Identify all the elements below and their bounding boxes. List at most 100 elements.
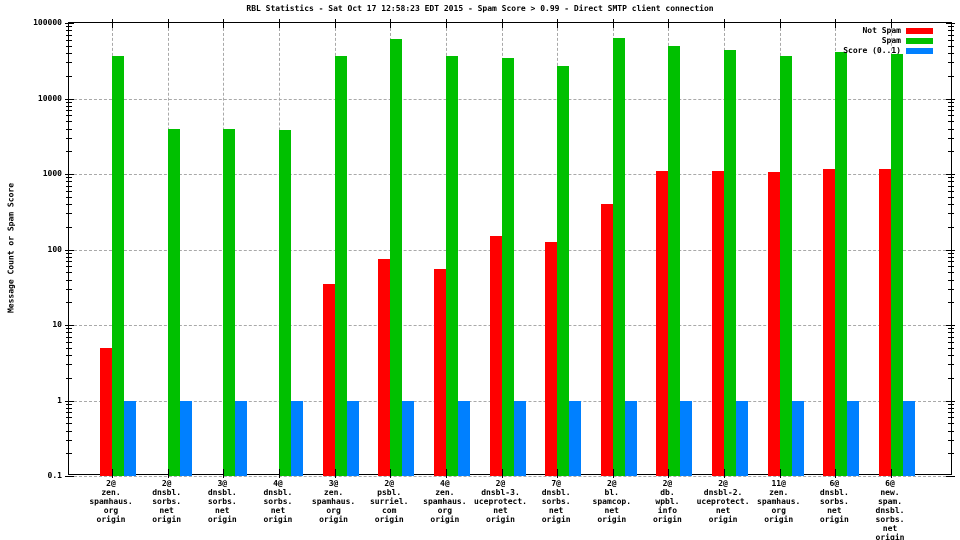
x-tick-label-line: origin bbox=[430, 515, 460, 524]
bar-not-spam bbox=[823, 169, 836, 476]
x-tick-label: 4@ zen. spamhaus. org origin bbox=[423, 479, 466, 524]
x-tick-label-line: spamcop. bbox=[592, 497, 632, 506]
y-minor-tick-mark bbox=[948, 39, 954, 41]
x-tick-mark bbox=[223, 469, 225, 478]
x-tick-label-line: sorbs. bbox=[207, 497, 237, 506]
x-tick-label-line: wpbl. bbox=[655, 497, 680, 506]
x-tick-label: 2@ psbl. surriel. com origin bbox=[370, 479, 409, 524]
y-minor-tick-mark bbox=[66, 355, 72, 357]
y-minor-tick-mark bbox=[66, 101, 72, 103]
y-minor-tick-mark bbox=[948, 288, 954, 290]
x-tick-label-line: origin bbox=[207, 515, 237, 524]
bar-spam bbox=[334, 55, 347, 476]
y-minor-tick-mark bbox=[948, 196, 954, 198]
x-tick-label: 2@ db. wpbl. info origin bbox=[653, 479, 682, 524]
y-minor-tick-mark bbox=[66, 151, 72, 153]
x-tick-label-line: net bbox=[493, 506, 508, 515]
x-tick-label-line: dnsbl. bbox=[875, 506, 905, 515]
y-minor-tick-mark bbox=[66, 364, 72, 366]
bar-spam bbox=[223, 128, 236, 476]
bar-not-spam bbox=[489, 236, 502, 476]
y-minor-tick-mark bbox=[948, 261, 954, 263]
x-tick-label-line: spam. bbox=[877, 497, 903, 506]
x-tick-label: 6@ new. spam. dnsbl. sorbs. net origin bbox=[876, 479, 905, 540]
y-minor-tick-mark bbox=[948, 423, 954, 425]
bar-spam bbox=[390, 38, 403, 476]
x-tick-label-line: origin bbox=[541, 515, 571, 524]
x-tick-label-line: origin bbox=[319, 515, 349, 524]
y-minor-tick-mark bbox=[948, 105, 954, 107]
y-tick-mark bbox=[65, 325, 74, 326]
y-minor-tick-mark bbox=[66, 328, 72, 330]
x-tick-mark bbox=[891, 19, 892, 28]
y-minor-tick-mark bbox=[948, 30, 954, 32]
y-minor-tick-mark bbox=[948, 341, 954, 343]
bar-not-spam bbox=[712, 170, 725, 476]
y-minor-tick-mark bbox=[66, 439, 72, 441]
x-tick-mark bbox=[724, 469, 726, 478]
x-tick-label-line: net bbox=[827, 506, 842, 515]
x-tick-label: 6@ dnsbl. sorbs. net origin bbox=[820, 479, 849, 524]
x-tick-label-line: origin bbox=[263, 515, 293, 524]
x-tick-mark bbox=[557, 469, 559, 478]
y-minor-tick-mark bbox=[948, 403, 954, 405]
y-tick-mark bbox=[946, 23, 955, 24]
y-minor-tick-mark bbox=[948, 272, 954, 274]
y-minor-tick-mark bbox=[66, 53, 72, 55]
x-tick-label-line: 7@ bbox=[551, 479, 561, 488]
bar-not-spam bbox=[378, 258, 391, 476]
x-tick-label-line: 11@ bbox=[771, 479, 786, 488]
bar-score-0-1 bbox=[680, 400, 693, 476]
bar-score-0-1 bbox=[124, 400, 136, 476]
y-minor-tick-mark bbox=[948, 407, 954, 409]
legend-swatch bbox=[906, 28, 933, 34]
x-tick-mark bbox=[112, 469, 113, 478]
y-tick-mark bbox=[65, 23, 74, 24]
x-tick-label-line: 3@ bbox=[328, 479, 339, 488]
bar-spam bbox=[167, 129, 180, 476]
bar-score-0-1 bbox=[179, 400, 192, 476]
bar-not-spam bbox=[600, 204, 613, 476]
y-minor-tick-mark bbox=[948, 177, 954, 179]
chart-title: RBL Statistics - Sat Oct 17 12:58:23 EDT… bbox=[246, 4, 714, 13]
y-minor-tick-mark bbox=[66, 190, 72, 192]
y-tick-mark bbox=[946, 400, 955, 402]
x-tick-label-line: sorbs. bbox=[152, 497, 182, 506]
x-tick-mark bbox=[779, 469, 781, 478]
y-minor-tick-mark bbox=[948, 121, 954, 123]
y-minor-tick-mark bbox=[948, 128, 954, 130]
y-minor-tick-mark bbox=[66, 336, 72, 338]
x-tick-mark bbox=[891, 469, 892, 478]
x-tick-label-line: org bbox=[771, 506, 786, 515]
y-minor-tick-mark bbox=[948, 439, 954, 441]
y-minor-tick-mark bbox=[948, 110, 954, 112]
y-minor-tick-mark bbox=[948, 45, 954, 47]
x-tick-label-line: db. bbox=[660, 488, 675, 497]
x-tick-mark bbox=[334, 19, 336, 28]
y-minor-tick-mark bbox=[948, 62, 954, 64]
x-tick-label-line: bl. bbox=[604, 488, 619, 497]
x-tick-label-line: 2@ bbox=[161, 479, 172, 488]
x-tick-label-line: net bbox=[882, 524, 898, 533]
y-tick-mark bbox=[65, 174, 74, 175]
x-tick-label-line: 6@ bbox=[829, 479, 840, 488]
x-tick-label-line: spamhaus. bbox=[89, 497, 133, 506]
x-tick-label-line: sorbs. bbox=[875, 515, 905, 524]
bar-score-0-1 bbox=[457, 400, 470, 476]
y-minor-tick-mark bbox=[948, 347, 954, 349]
x-tick-label-line: surriel. bbox=[369, 497, 409, 506]
x-tick-label-line: net bbox=[215, 506, 230, 515]
y-minor-tick-mark bbox=[66, 332, 72, 334]
y-tick-mark bbox=[65, 400, 74, 402]
y-minor-tick-mark bbox=[66, 181, 72, 183]
y-minor-tick-mark bbox=[66, 75, 72, 77]
x-tick-label-line: zen. bbox=[435, 488, 455, 497]
y-minor-tick-mark bbox=[66, 453, 72, 455]
x-tick-label-line: origin bbox=[875, 533, 905, 540]
bar-score-0-1 bbox=[290, 400, 303, 476]
x-tick-mark bbox=[557, 19, 559, 28]
y-minor-tick-mark bbox=[66, 279, 72, 281]
y-minor-tick-mark bbox=[66, 226, 72, 228]
legend-item: Spam bbox=[843, 36, 933, 46]
